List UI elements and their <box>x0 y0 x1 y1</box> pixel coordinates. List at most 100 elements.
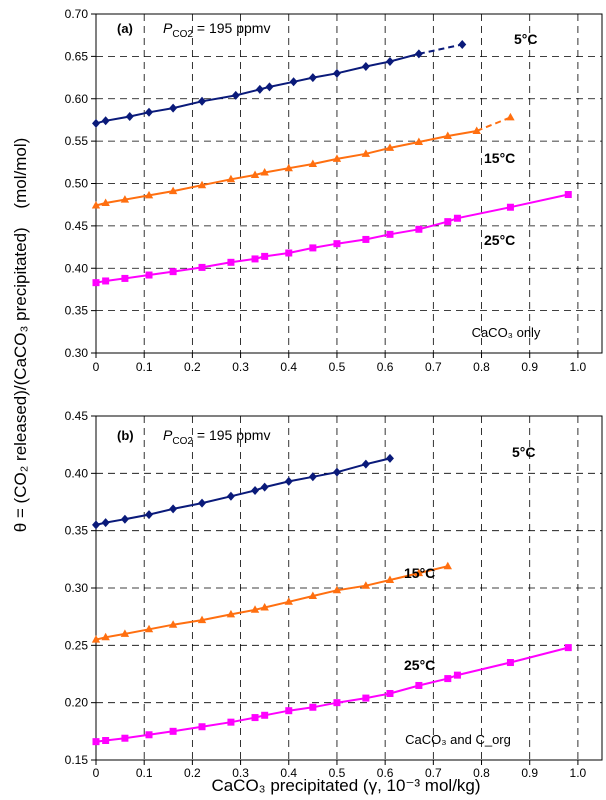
data-point-triangle <box>260 602 269 611</box>
data-point-square <box>362 235 370 243</box>
data-point-triangle <box>361 581 371 589</box>
x-tick-label: 0.4 <box>280 766 297 780</box>
x-tick-label: 0.7 <box>425 766 442 780</box>
data-point-triangle <box>168 186 178 195</box>
y-tick-label: 0.35 <box>65 524 89 538</box>
x-tick-label: 0.5 <box>329 766 346 780</box>
series-15c: 15°C <box>91 561 452 643</box>
data-point-triangle <box>101 632 110 641</box>
data-point-square <box>415 225 423 233</box>
data-point-square <box>444 675 452 683</box>
data-point-triangle <box>443 561 452 570</box>
data-point-square <box>145 731 153 739</box>
y-tick-label: 0.70 <box>65 7 89 21</box>
data-point-triangle <box>226 609 236 618</box>
data-point-square <box>285 707 293 715</box>
x-tick-label: 0.1 <box>136 360 153 374</box>
data-point-square <box>362 694 370 702</box>
pco2-value: = 195 ppmv <box>197 427 271 443</box>
data-point-diamond <box>101 518 110 528</box>
series-5c: 5°C <box>92 444 536 530</box>
data-point-diamond <box>125 112 134 122</box>
data-point-square <box>453 214 461 222</box>
pco2-symbol: P <box>163 20 173 36</box>
y-tick-label: 0.20 <box>65 696 89 710</box>
data-point-triangle <box>226 174 236 183</box>
data-point-square <box>564 644 572 652</box>
data-point-diamond <box>284 476 293 486</box>
data-point-square <box>386 689 394 697</box>
x-tick-label: 0.5 <box>329 360 346 374</box>
y-tick-label: 0.15 <box>65 753 89 767</box>
data-point-diamond <box>169 504 178 514</box>
data-point-square <box>92 279 100 287</box>
data-point-square <box>92 738 100 746</box>
data-point-square <box>285 249 293 257</box>
grid-lines <box>96 416 602 760</box>
chart-panel-b: 0 0.1 0.2 0.3 0.4 0.5 0.6 0.7 0.8 0.9 1.0 0.15 0.20 0… <box>65 409 603 780</box>
data-point-diamond <box>308 73 317 83</box>
x-tick-label: 0.9 <box>521 766 538 780</box>
x-tick-label: 0.8 <box>473 766 490 780</box>
series-label: 25°C <box>404 657 435 673</box>
x-tick-label: 0.6 <box>377 766 394 780</box>
series-15c: 15°C <box>91 112 515 209</box>
data-point-square <box>261 711 269 719</box>
data-point-triangle <box>144 624 154 633</box>
data-point-triangle <box>197 180 207 189</box>
data-point-square <box>227 258 235 266</box>
y-tick-label: 0.45 <box>65 409 89 423</box>
data-point-diamond <box>255 84 264 94</box>
y-tick-label: 0.40 <box>65 261 89 275</box>
y-tick-label: 0.30 <box>65 581 89 595</box>
series-line <box>95 457 391 526</box>
x-tick-label: 0.3 <box>232 360 249 374</box>
x-tick-label: 0.4 <box>280 360 297 374</box>
data-point-diamond <box>458 40 467 50</box>
data-point-square <box>453 671 461 679</box>
data-point-triangle <box>260 167 269 176</box>
series-line <box>95 646 569 743</box>
data-point-square <box>309 244 317 252</box>
pco2-label: PCO2 = 195 ppmv <box>163 20 270 40</box>
series-line <box>95 565 449 641</box>
data-point-diamond <box>289 77 298 87</box>
y-tick-label: 0.65 <box>65 49 89 63</box>
data-point-diamond <box>332 467 341 477</box>
data-point-diamond <box>145 510 154 520</box>
series-label: 5°C <box>512 444 536 460</box>
panel-annotation: CaCO₃ and C_org <box>405 732 511 747</box>
series-25c: 25°C <box>92 644 572 746</box>
data-point-square <box>102 277 110 285</box>
data-point-diamond <box>332 68 341 78</box>
data-point-diamond <box>414 49 423 59</box>
y-tick-label: 0.25 <box>65 638 89 652</box>
series-label: 15°C <box>404 565 435 581</box>
x-tick-label: 0.8 <box>473 360 490 374</box>
y-tick-label: 0.30 <box>65 346 89 360</box>
data-point-triangle <box>414 568 424 577</box>
series-label: 25°C <box>484 232 515 248</box>
data-point-triangle <box>506 112 515 121</box>
data-point-square <box>121 734 129 742</box>
data-point-square <box>121 274 129 282</box>
data-point-square <box>506 659 514 667</box>
data-point-triangle <box>443 131 452 140</box>
data-point-triangle <box>361 149 371 157</box>
y-tick-label: 0.60 <box>65 92 89 106</box>
x-tick-label: 1.0 <box>570 360 587 374</box>
x-tick-label: 0.9 <box>521 360 538 374</box>
series-extrapolation <box>418 43 463 55</box>
series-5c: 5°C <box>92 31 538 128</box>
panel-label: (a) <box>117 21 133 36</box>
data-point-diamond <box>361 459 370 469</box>
data-point-triangle <box>284 597 293 605</box>
data-point-triangle <box>332 154 342 162</box>
data-point-square <box>251 255 259 263</box>
x-tick-label: 0.7 <box>425 360 442 374</box>
data-point-diamond <box>231 90 240 100</box>
panels: 0 0.1 0.2 0.3 0.4 0.5 0.6 0.7 0.8 0.9 1.00.300.350… <box>65 7 603 780</box>
data-point-triangle <box>144 190 154 199</box>
x-axis-title: CaCO₃ precipitated (γ, 10⁻³ mol/kg) <box>211 776 480 795</box>
data-point-triangle <box>308 591 318 600</box>
